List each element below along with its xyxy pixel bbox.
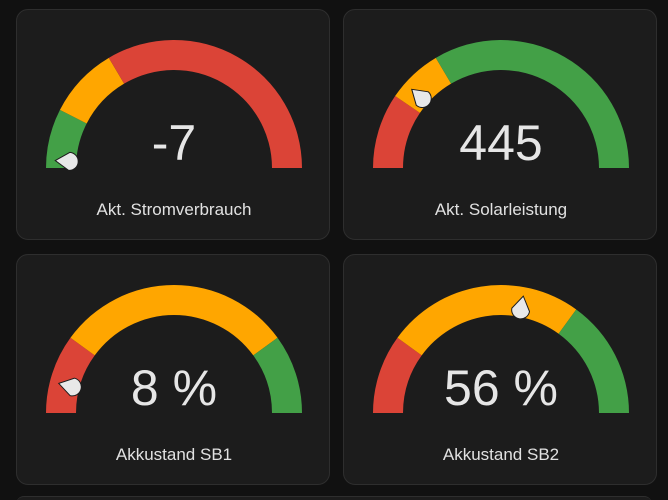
gauge-segment-2	[435, 40, 629, 168]
gauge-value: 56 %	[444, 360, 558, 416]
gauge-segment-2	[108, 40, 302, 168]
gauge-solarleistung: 445 Akt. Solarleistung	[373, 40, 629, 219]
gauge-value: 8 %	[131, 360, 217, 416]
gauge-segment-2	[558, 309, 629, 413]
gauge-card-solarleistung[interactable]: 445 Akt. Solarleistung	[343, 9, 657, 240]
gauge-card-akkustand-sb1[interactable]: 8 % Akkustand SB1	[16, 254, 330, 485]
gauge-segment-0	[46, 337, 95, 413]
gauge-label: Akt. Solarleistung	[435, 200, 567, 219]
gauge-segment-2	[253, 337, 302, 413]
gauge-akkustand-sb2: 56 % Akkustand SB2	[373, 285, 629, 464]
gauge-value: 445	[459, 115, 542, 171]
gauge-segment-1	[70, 285, 278, 356]
gauge-segment-0	[46, 109, 87, 168]
gauge-needle	[511, 295, 531, 320]
gauge-segment-0	[373, 337, 422, 413]
gauge-label: Akkustand SB1	[116, 445, 232, 464]
gauge-needle	[54, 151, 79, 171]
gauge-segment-0	[373, 96, 420, 168]
gauge-label: Akt. Stromverbrauch	[97, 200, 252, 219]
gauge-segment-1	[395, 57, 452, 113]
gauge-label: Akkustand SB2	[443, 445, 559, 464]
gauge-akkustand-sb1: 8 % Akkustand SB1	[46, 285, 302, 464]
gauge-stromverbrauch: -7 Akt. Stromverbrauch	[46, 40, 302, 219]
gauge-card-stromverbrauch[interactable]: -7 Akt. Stromverbrauch	[16, 9, 330, 240]
gauge-needle	[411, 88, 432, 109]
next-card-edge	[16, 496, 652, 500]
gauge-needle	[57, 377, 82, 397]
gauge-segment-1	[397, 285, 577, 356]
gauge-card-akkustand-sb2[interactable]: 56 % Akkustand SB2	[343, 254, 657, 485]
gauge-value: -7	[152, 115, 196, 171]
gauge-segment-1	[59, 57, 125, 124]
